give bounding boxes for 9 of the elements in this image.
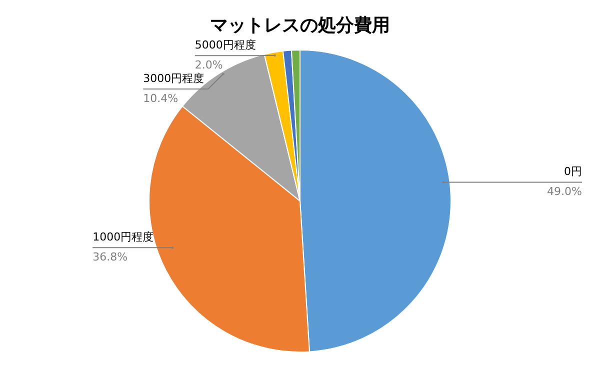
slice-label: 3000円程度 xyxy=(143,72,204,86)
slice-label: 5000円程度 xyxy=(194,38,256,52)
data-label: 10.4% xyxy=(143,92,178,106)
slice-label: 0円 xyxy=(564,165,582,178)
data-label: 49.0% xyxy=(547,185,582,198)
data-label: 36.8% xyxy=(92,250,128,264)
chart-title: マットレスの処分費用 xyxy=(210,15,390,36)
slice-label: 1000円程度 xyxy=(92,230,154,244)
data-label: 2.0% xyxy=(194,58,223,72)
